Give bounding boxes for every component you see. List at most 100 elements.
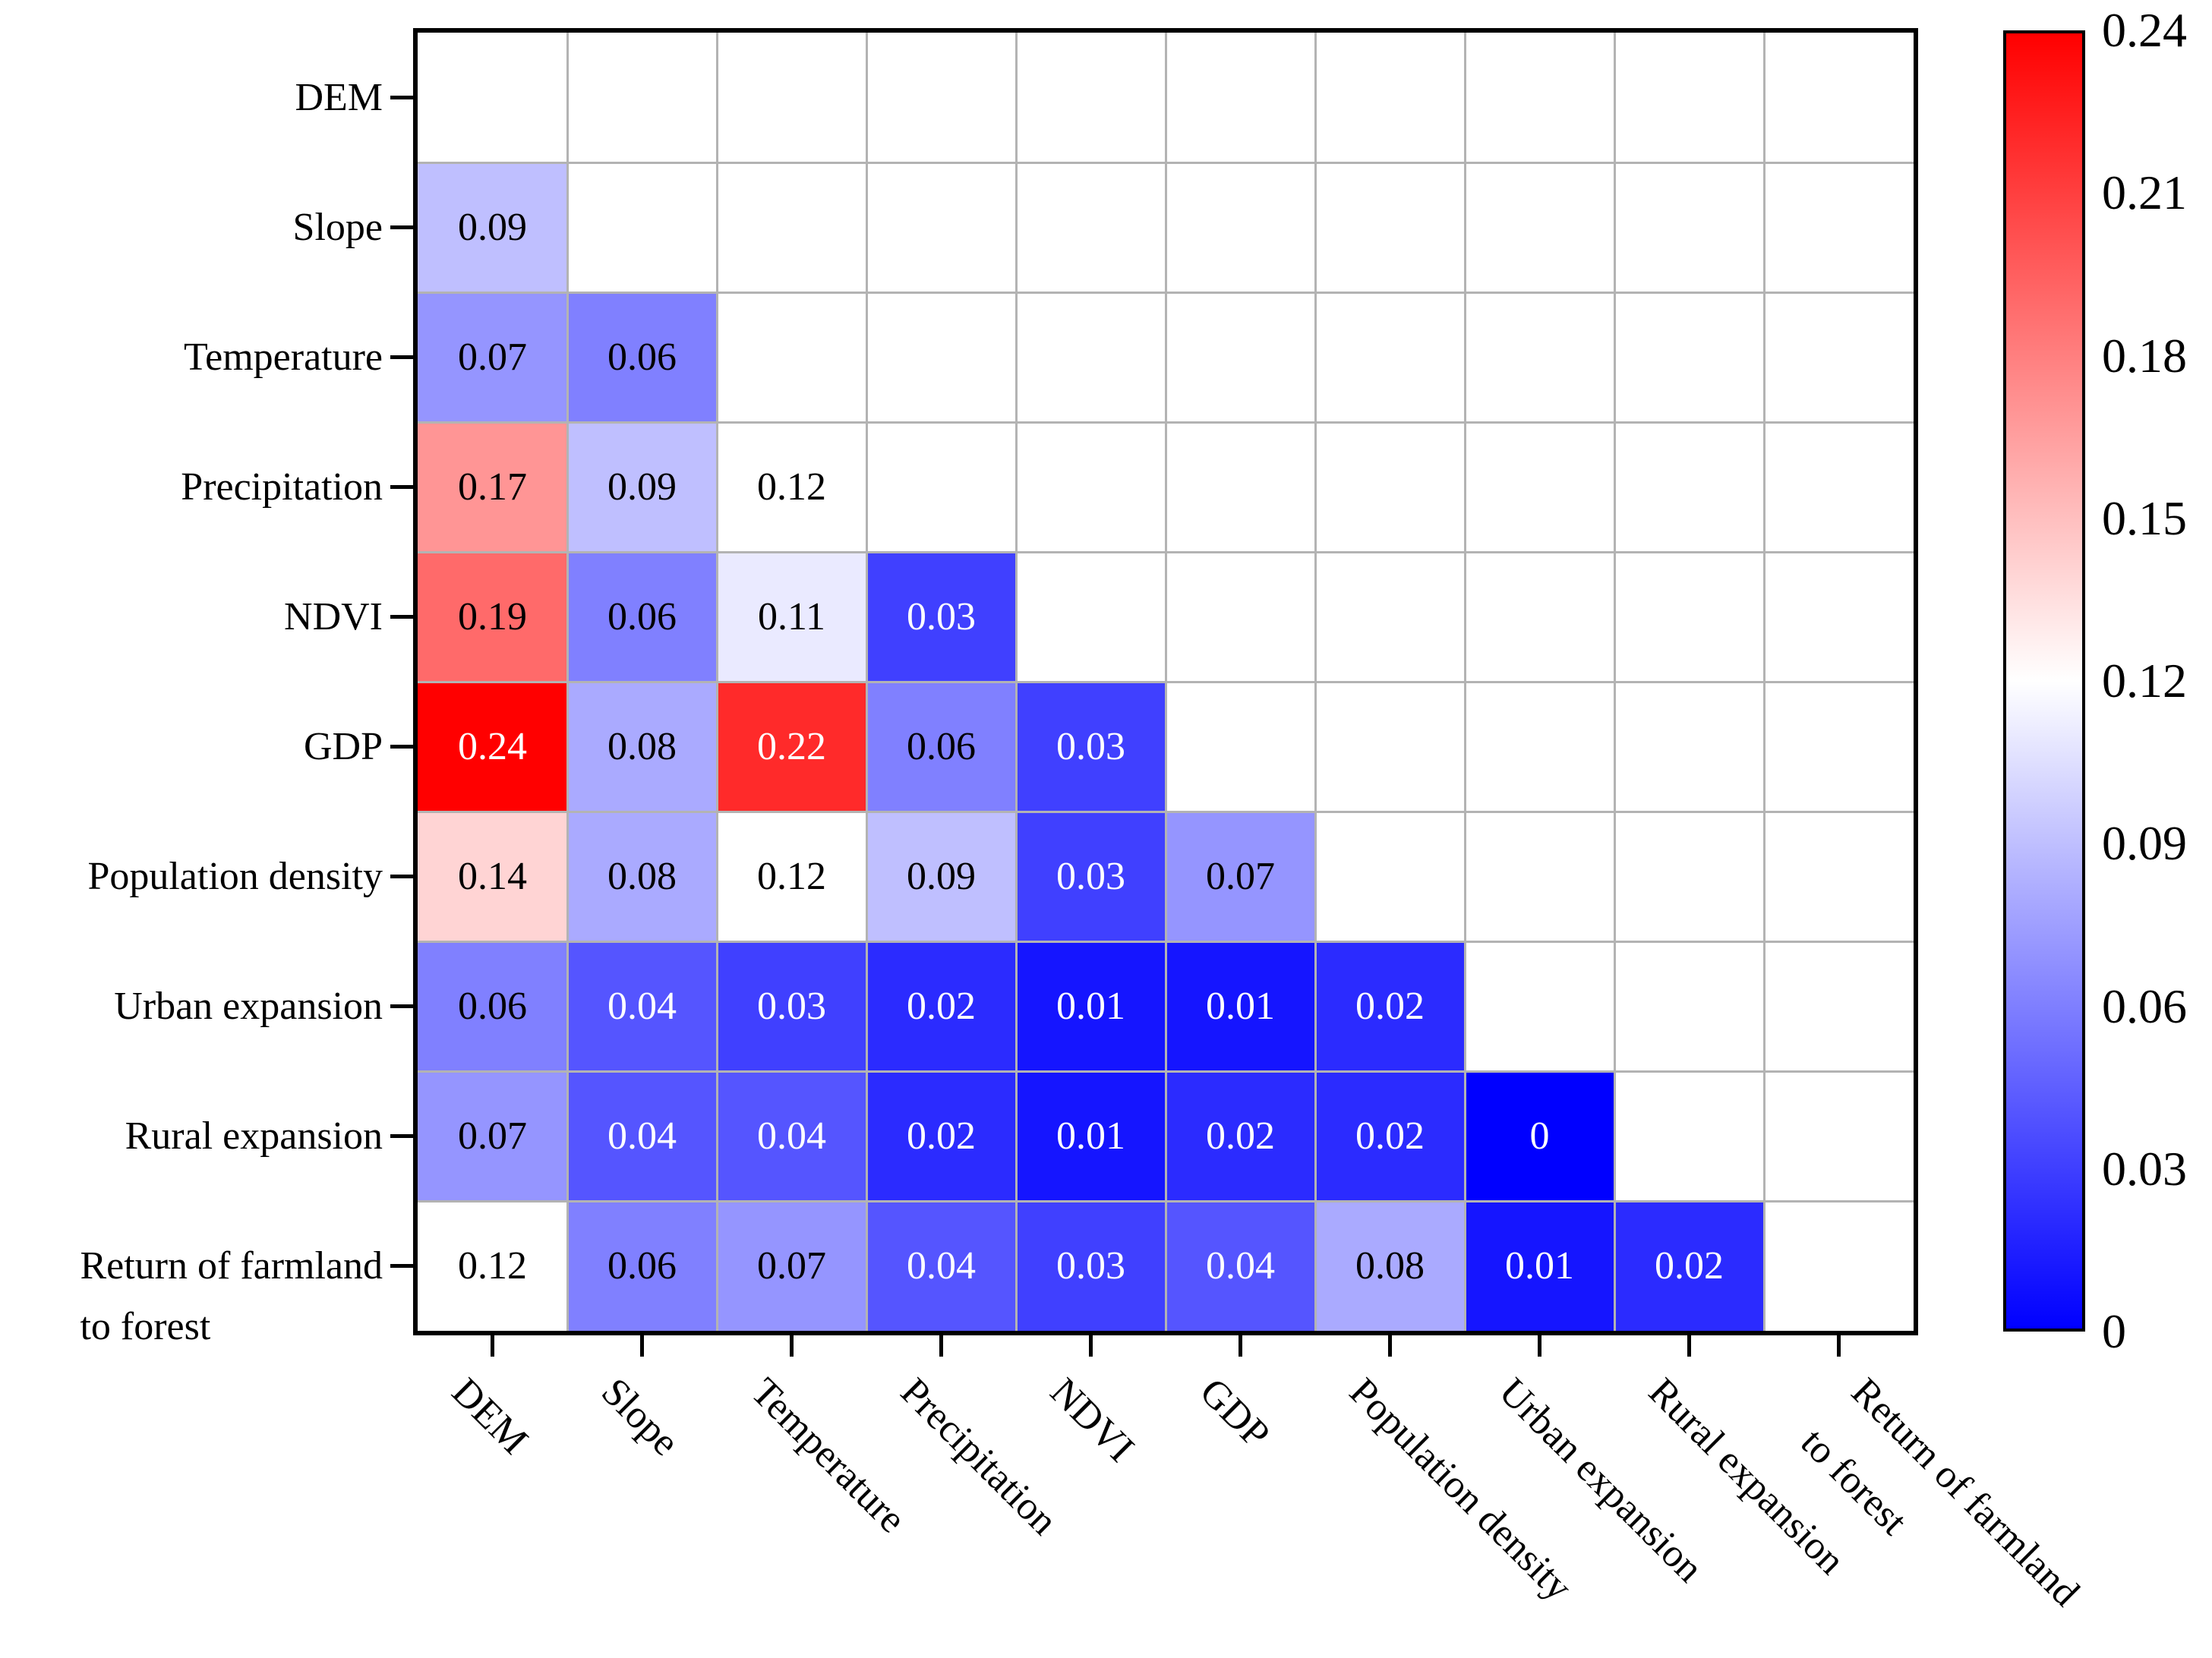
heatmap-cell: 0.01 [1166, 941, 1315, 1071]
cell-value: 0.06 [458, 984, 527, 1028]
x-axis-tick [1687, 1331, 1691, 1357]
x-axis-tick [1089, 1331, 1093, 1357]
gridline-horizontal [418, 680, 1914, 683]
y-axis-label: DEM [0, 68, 383, 128]
heatmap-cell: 0.04 [866, 1201, 1016, 1331]
cell-value: 0.02 [1355, 984, 1425, 1028]
y-axis-label-text: GDP [303, 724, 383, 768]
gridline-vertical [1762, 33, 1765, 1331]
heatmap-cell: 0.02 [866, 941, 1016, 1071]
cell-value: 0.03 [1056, 854, 1125, 898]
x-axis-tick [1239, 1331, 1242, 1357]
colorbar-tick-label: 0.06 [2102, 979, 2187, 1033]
cell-value: 0 [1529, 1114, 1550, 1158]
heatmap-cell: 0.06 [567, 552, 717, 682]
cell-value: 0.09 [607, 465, 677, 509]
heatmap-cell: 0.06 [567, 292, 717, 422]
x-axis-label: NDVI [1041, 1370, 1142, 1470]
cell-value: 0.03 [907, 594, 976, 638]
y-axis-tick [390, 1264, 418, 1268]
heatmap-cell: 0.02 [1614, 1201, 1764, 1331]
heatmap-cell: 0.02 [866, 1071, 1016, 1201]
y-axis-tick [390, 745, 418, 749]
heatmap-cell: 0.19 [418, 552, 567, 682]
y-axis-label-text: Return of farmland to forest [80, 1244, 383, 1348]
cell-value: 0.01 [1056, 1114, 1125, 1158]
x-axis-label: Temperature [742, 1370, 914, 1542]
colorbar-tick-label: 0.15 [2102, 490, 2187, 545]
y-axis-label: Slope [0, 197, 383, 258]
cell-value: 0.12 [757, 465, 826, 509]
x-axis-tick [939, 1331, 943, 1357]
cell-value: 0.11 [757, 594, 826, 638]
heatmap-cell: 0.08 [1315, 1201, 1465, 1331]
heatmap-cell: 0.04 [717, 1071, 866, 1201]
x-axis-tick [1538, 1331, 1541, 1357]
colorbar-tick-label: 0 [2102, 1304, 2126, 1358]
colorbar-tick-label: 0.09 [2102, 816, 2187, 871]
y-axis-label: NDVI [0, 587, 383, 648]
y-axis-label: Population density [0, 846, 383, 907]
cell-value: 0.04 [907, 1244, 976, 1288]
cell-value: 0.03 [757, 984, 826, 1028]
cell-value: 0.07 [458, 1114, 527, 1158]
heatmap-cell: 0.08 [567, 812, 717, 941]
cell-value: 0.08 [1355, 1244, 1425, 1288]
cell-value: 0.08 [607, 724, 677, 768]
heatmap-cell: 0.08 [567, 682, 717, 812]
cell-value: 0.09 [907, 854, 976, 898]
y-axis-label: Precipitation [0, 457, 383, 518]
cell-value: 0.04 [607, 1114, 677, 1158]
colorbar-tick-label: 0.24 [2102, 3, 2187, 57]
y-axis-label-text: Slope [292, 205, 383, 249]
gridline-horizontal [418, 1199, 1914, 1203]
heatmap-cell: 0.11 [717, 552, 866, 682]
heatmap-cell: 0.02 [1166, 1071, 1315, 1201]
heatmap-cell: 0.07 [1166, 812, 1315, 941]
heatmap-cell: 0.01 [1016, 941, 1166, 1071]
colorbar-tick-label: 0.18 [2102, 328, 2187, 383]
heatmap-cell: 0.09 [567, 422, 717, 552]
y-axis-tick [390, 615, 418, 619]
gridline-horizontal [418, 810, 1914, 813]
x-axis-tick [790, 1331, 794, 1357]
cell-value: 0.12 [757, 854, 826, 898]
cell-value: 0.19 [458, 594, 527, 638]
y-axis-tick [390, 355, 418, 359]
heatmap-cell: 0.06 [418, 941, 567, 1071]
y-axis-label: GDP [0, 717, 383, 777]
x-axis-tick [640, 1331, 644, 1357]
heatmap-cell: 0.04 [567, 941, 717, 1071]
heatmap-cell: 0.04 [567, 1071, 717, 1201]
heatmap-cell: 0.12 [717, 812, 866, 941]
y-axis-label-text: NDVI [284, 594, 383, 638]
cell-value: 0.14 [458, 854, 527, 898]
heatmap-cell: 0.14 [418, 812, 567, 941]
y-axis-label-text: Temperature [184, 335, 383, 379]
heatmap-cell: 0.09 [866, 812, 1016, 941]
y-axis-tick [390, 485, 418, 489]
y-axis-tick [390, 96, 418, 99]
cell-value: 0.09 [458, 205, 527, 249]
heatmap-cell: 0.22 [717, 682, 866, 812]
y-axis-label: Return of farmland to forest [0, 1236, 383, 1357]
heatmap-cell: 0.12 [717, 422, 866, 552]
heatmap-cell: 0.12 [418, 1201, 567, 1331]
y-axis-tick [390, 225, 418, 229]
heatmap-cell: 0.03 [717, 941, 866, 1071]
cell-value: 0.02 [1655, 1244, 1724, 1288]
heatmap-cell: 0.09 [418, 162, 567, 292]
x-axis-label: GDP [1191, 1370, 1278, 1457]
heatmap-cell: 0.24 [418, 682, 567, 812]
cell-value: 0.01 [1505, 1244, 1574, 1288]
gridline-vertical [1314, 33, 1317, 1331]
x-axis-label: DEM [443, 1370, 536, 1463]
cell-value: 0.03 [1056, 724, 1125, 768]
cell-value: 0.04 [757, 1114, 826, 1158]
gridline-vertical [1463, 33, 1466, 1331]
heatmap-cell: 0.03 [1016, 812, 1166, 941]
heatmap-cell: 0.07 [418, 1071, 567, 1201]
gridline-horizontal [418, 1070, 1914, 1073]
cell-value: 0.01 [1206, 984, 1275, 1028]
